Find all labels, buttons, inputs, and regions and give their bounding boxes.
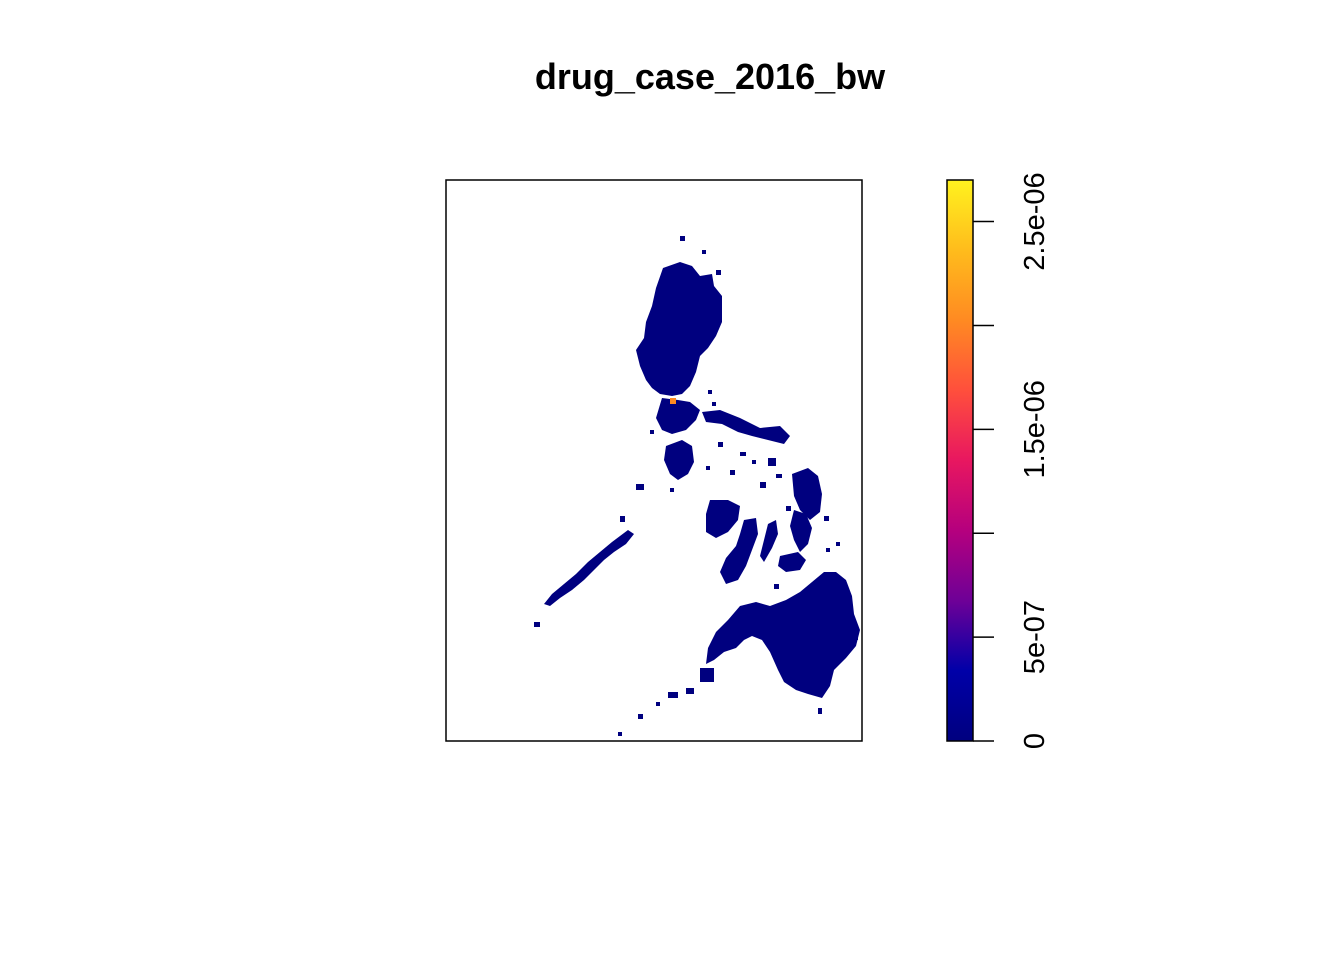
island-bohol	[778, 552, 806, 572]
colorbar-tick-label: 0	[1019, 733, 1051, 749]
colorbar-gradient	[946, 179, 974, 742]
colorbar-legend: 0 5e-07 1.5e-06 2.5e-06	[946, 172, 1051, 749]
colorbar-tick-label: 1.5e-06	[1019, 380, 1051, 478]
island-negros	[720, 518, 758, 584]
colorbar-tick-label: 5e-07	[1019, 600, 1051, 674]
colorbar-tick-label: 2.5e-06	[1019, 172, 1051, 270]
island-luzon-south	[656, 398, 700, 434]
island-luzon	[636, 262, 722, 396]
plot-frame	[445, 179, 863, 742]
chart-title: drug_case_2016_bw	[534, 56, 886, 97]
hotspot-manila	[670, 398, 676, 404]
island-panay	[706, 500, 740, 538]
island-palawan	[544, 530, 634, 606]
island-mindoro	[664, 440, 694, 480]
island-leyte	[790, 510, 812, 552]
philippines-raster-map	[534, 236, 860, 736]
island-samar	[792, 468, 822, 520]
island-cebu	[760, 520, 778, 562]
colorbar-ticks: 0 5e-07 1.5e-06 2.5e-06	[973, 172, 1051, 749]
island-mindanao	[706, 572, 860, 698]
island-bicol	[702, 410, 790, 444]
